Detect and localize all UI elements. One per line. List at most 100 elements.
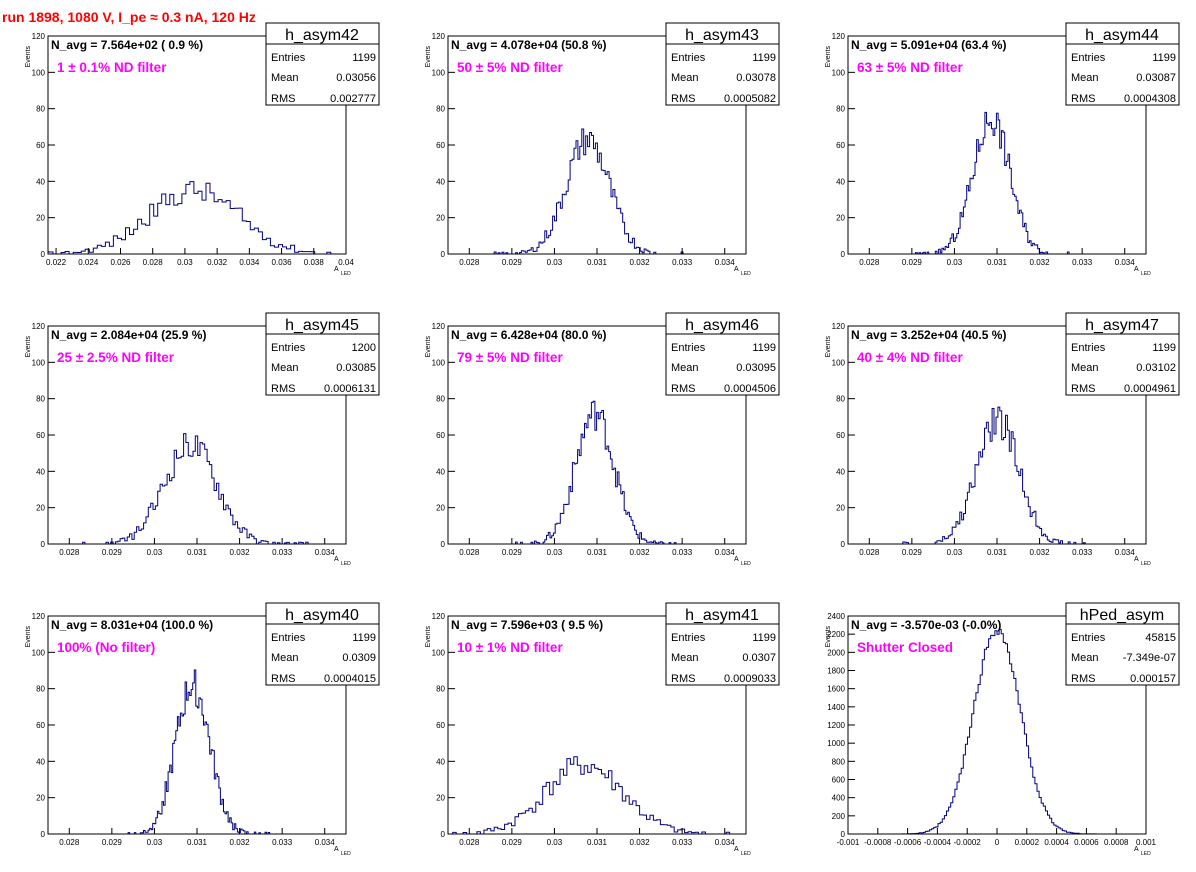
navg-text: N_avg = -3.570e-03 (-0.0%) — [851, 618, 1001, 632]
stats-value-mean: 0.03095 — [736, 362, 776, 374]
y-tick-label: 40 — [36, 177, 45, 186]
histogram-bars — [508, 400, 682, 545]
stats-label-entries: Entries — [1071, 632, 1106, 644]
stats-label-entries: Entries — [271, 52, 306, 64]
y-tick-label: 1400 — [827, 703, 845, 712]
stats-label-rms: RMS — [1071, 673, 1095, 685]
navg-text: N_avg = 6.428e+04 (80.0 %) — [451, 328, 606, 342]
y-tick-label: 80 — [436, 685, 445, 694]
histogram-name: h_asym45 — [285, 317, 359, 334]
x-tick-label: 0.031 — [587, 258, 608, 267]
stats-label-rms: RMS — [1071, 383, 1095, 395]
x-tick-label: 0.029 — [902, 258, 923, 267]
y-tick-label: 1000 — [827, 739, 845, 748]
histogram-bars — [47, 181, 347, 255]
x-tick-label: 0.036 — [272, 258, 293, 267]
filter-label: 50 ± 5% ND filter — [457, 60, 563, 75]
histogram-panel-h_asym47: 0.028 0.029 0.03 0.031 0.032 0.033 0.034 0 20 40 6… — [825, 312, 1180, 567]
stats-box — [1065, 602, 1180, 686]
stats-box — [265, 312, 380, 396]
x-axis-label-sub: LED — [1141, 561, 1151, 567]
x-tick-label: 0.029 — [502, 548, 523, 557]
x-tick-label: -0.0002 — [954, 838, 982, 847]
y-tick-label: 60 — [436, 141, 445, 150]
filter-label: 63 ± 5% ND filter — [857, 60, 963, 75]
x-tick-label: 0.032 — [630, 838, 651, 847]
y-tick-label: 80 — [836, 395, 845, 404]
x-tick-label: 0.032 — [230, 838, 251, 847]
x-tick-label: 0.031 — [987, 548, 1008, 557]
stats-value-mean: 0.03056 — [336, 72, 376, 84]
y-tick-label: 600 — [832, 776, 846, 785]
y-tick-label: 60 — [836, 141, 845, 150]
stats-label-rms: RMS — [671, 673, 695, 685]
histogram-panel-h_asym42: 0.022 0.024 0.026 0.028 0.03 0.032 0.034 0.036 0… — [25, 22, 380, 277]
y-tick-label: 20 — [436, 214, 445, 223]
y-tick-label: 60 — [436, 721, 445, 730]
stats-value-entries: 1199 — [752, 52, 776, 64]
y-tick-label: 0 — [841, 250, 846, 259]
histogram-panel-h_asym41: 0.028 0.029 0.03 0.031 0.032 0.033 0.034 0 20 40 6… — [425, 602, 780, 857]
x-axis-label: A — [334, 556, 339, 563]
x-tick-label: 0.034 — [1115, 548, 1136, 557]
x-axis-label: A — [734, 266, 739, 273]
filter-label: 1 ± 0.1% ND filter — [57, 60, 167, 75]
x-axis-label-sub: LED — [741, 851, 751, 857]
x-tick-label: -0.0006 — [894, 838, 922, 847]
stats-label-mean: Mean — [1071, 362, 1099, 374]
filter-label: 10 ± 1% ND filter — [457, 640, 563, 655]
y-tick-label: 100 — [832, 68, 846, 77]
y-tick-label: 40 — [436, 467, 445, 476]
x-tick-label: 0.03 — [147, 548, 163, 557]
x-tick-label: -0.0004 — [924, 838, 952, 847]
y-axis-label: Events — [825, 626, 832, 648]
y-tick-label: 20 — [36, 794, 45, 803]
x-tick-label: 0.028 — [459, 838, 480, 847]
x-tick-label: 0.032 — [1030, 548, 1051, 557]
y-tick-label: 80 — [436, 105, 445, 114]
stats-value-mean: 0.03102 — [1136, 362, 1176, 374]
stats-label-rms: RMS — [671, 383, 695, 395]
stats-value-entries: 1199 — [352, 52, 376, 64]
stats-value-rms: 0.0004961 — [1124, 383, 1176, 395]
y-tick-label: 100 — [432, 358, 446, 367]
x-axis-label-sub: LED — [341, 561, 351, 567]
stats-value-rms: 0.002777 — [330, 93, 376, 105]
y-tick-label: 60 — [36, 721, 45, 730]
x-tick-label: 0.029 — [502, 838, 523, 847]
y-tick-label: 0 — [441, 250, 446, 259]
x-tick-label: 0.033 — [672, 838, 693, 847]
stats-label-mean: Mean — [671, 362, 699, 374]
x-axis-label: A — [1134, 556, 1139, 563]
stats-value-mean: 0.03078 — [736, 72, 776, 84]
stats-value-entries: 1200 — [352, 342, 376, 354]
y-tick-label: 80 — [436, 395, 445, 404]
x-tick-label: 0.0008 — [1104, 838, 1129, 847]
stats-value-rms: 0.0006131 — [324, 383, 376, 395]
y-tick-label: 1800 — [827, 667, 845, 676]
histogram-bars — [908, 111, 1074, 255]
y-axis-label: Events — [825, 336, 832, 358]
x-tick-label: 0.034 — [239, 258, 260, 267]
x-tick-label: 0.0002 — [1015, 838, 1040, 847]
x-axis-label: A — [1134, 846, 1139, 853]
x-axis-label-sub: LED — [741, 561, 751, 567]
y-tick-label: 60 — [36, 431, 45, 440]
y-tick-label: 0 — [841, 540, 846, 549]
stats-label-rms: RMS — [671, 93, 695, 105]
x-tick-label: 0.032 — [630, 258, 651, 267]
histogram-name: h_asym46 — [685, 317, 759, 334]
stats-value-entries: 1199 — [352, 632, 376, 644]
histogram-panel-h_asym45: 0.028 0.029 0.03 0.031 0.032 0.033 0.034 0 20 40 6… — [25, 312, 380, 567]
y-tick-label: 0 — [441, 540, 446, 549]
stats-value-entries: 1199 — [1152, 342, 1176, 354]
x-tick-label: 0.0004 — [1044, 838, 1069, 847]
filter-label: 40 ± 4% ND filter — [857, 350, 963, 365]
stats-value-rms: 0.0004506 — [724, 383, 776, 395]
x-tick-label: 0.028 — [859, 548, 880, 557]
y-tick-label: 20 — [36, 504, 45, 513]
navg-text: N_avg = 2.084e+04 (25.9 %) — [51, 328, 206, 342]
stats-label-mean: Mean — [1071, 72, 1099, 84]
x-tick-label: 0.033 — [1072, 258, 1093, 267]
y-tick-label: 80 — [36, 685, 45, 694]
